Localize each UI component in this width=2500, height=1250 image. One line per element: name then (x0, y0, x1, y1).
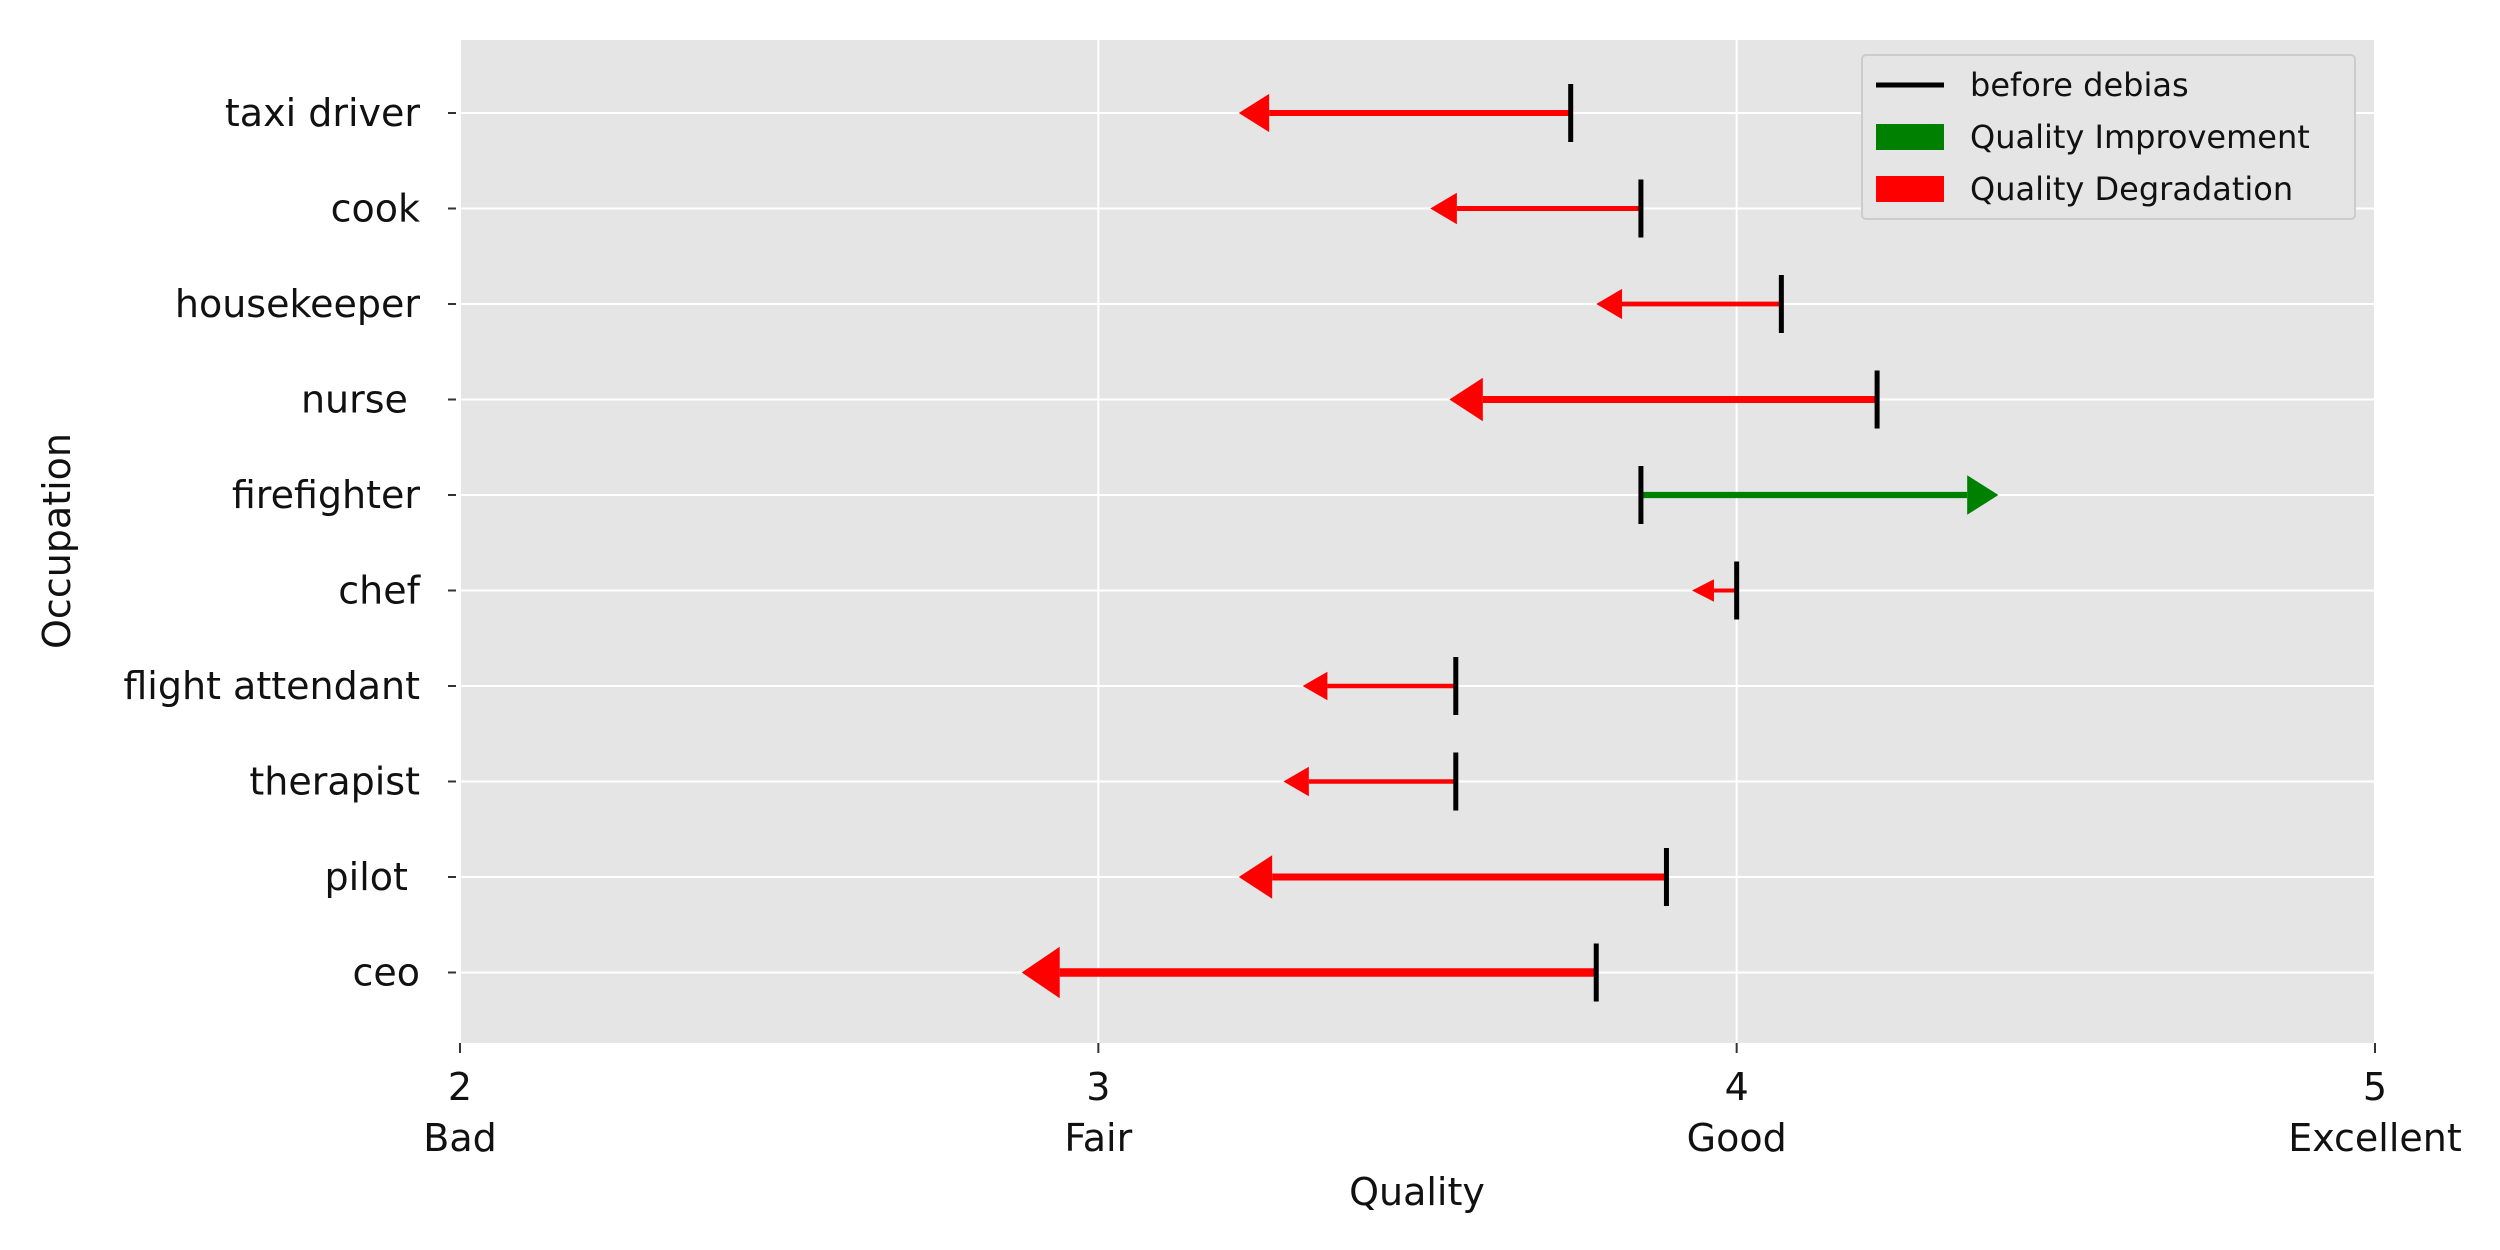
y-tick-label: nurse (301, 378, 420, 422)
arrow-head (1283, 766, 1309, 797)
legend-label: before debias (1970, 66, 2189, 104)
x-tick-sublabel: Fair (1064, 1116, 1132, 1160)
arrow-head (1449, 377, 1483, 422)
y-tick-label: therapist (249, 760, 420, 804)
y-axis: taxi driver cook housekeeper nurse firefigh… (123, 91, 456, 995)
x-axis-title: Quality (1349, 1170, 1485, 1214)
x-tick-sublabel: Bad (423, 1116, 496, 1160)
legend-patch-swatch (1876, 176, 1944, 202)
x-axis: 2 Bad 3 Fair 4 Good 5 Excellent (423, 1043, 2462, 1160)
legend-box (1861, 54, 2356, 220)
y-axis-title: Occupation (35, 433, 79, 649)
legend-label: Quality Improvement (1970, 118, 2310, 156)
legend: before debias Quality Improvement Quality … (1861, 54, 2356, 220)
arrow-head (1238, 93, 1270, 133)
y-tick-label: pilot (325, 855, 420, 899)
arrow-head (1302, 671, 1328, 701)
x-tick-label: 2 (448, 1065, 472, 1109)
arrow-head (1691, 579, 1714, 602)
x-tick-sublabel: Excellent (2288, 1116, 2462, 1160)
y-tick-label: housekeeper (175, 282, 421, 326)
y-tick-label: ceo (352, 951, 420, 995)
y-tick-label: cook (331, 187, 420, 231)
x-tick-label: 3 (1086, 1065, 1110, 1109)
arrow-head (1596, 288, 1623, 320)
y-tick-label: flight attendant (123, 664, 420, 708)
arrow-series (1021, 84, 1999, 1002)
y-tick-label: taxi driver (225, 91, 420, 135)
x-tick-sublabel: Good (1687, 1116, 1787, 1160)
legend-patch-swatch (1876, 124, 1944, 150)
legend-label: Quality Degradation (1970, 170, 2293, 208)
y-tick-label: chef (338, 569, 421, 613)
x-tick-label: 4 (1725, 1065, 1749, 1109)
arrow-head (1238, 855, 1273, 899)
arrow-head (1967, 475, 1999, 515)
arrow-head (1021, 946, 1060, 999)
y-tick-label: firefighter (232, 473, 421, 517)
x-tick-label: 5 (2363, 1065, 2387, 1109)
arrow-head (1430, 192, 1457, 225)
